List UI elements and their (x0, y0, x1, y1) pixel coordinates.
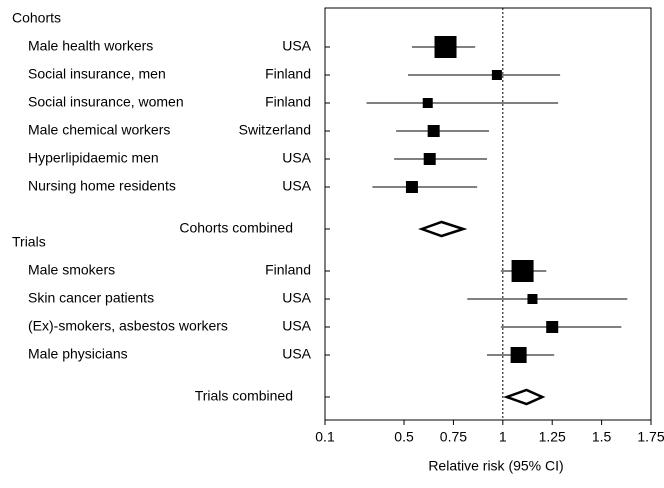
x-tick-label: 1.25 (539, 429, 566, 445)
group-heading: Trials (12, 234, 46, 250)
study-country: USA (282, 150, 311, 166)
estimate-square (511, 260, 534, 282)
study-country: USA (282, 178, 311, 194)
estimate-square (422, 98, 433, 108)
x-tick-label: 0.1 (315, 429, 335, 445)
combined-diamond (418, 220, 468, 238)
combined-label: Cohorts combined (179, 220, 293, 236)
study-name: Male health workers (28, 38, 153, 54)
study-name: Male physicians (28, 346, 128, 362)
study-country: Switzerland (239, 122, 311, 138)
study-name: Male smokers (28, 262, 115, 278)
study-country: Finland (265, 262, 311, 278)
group-heading: Cohorts (12, 10, 61, 26)
estimate-square (491, 70, 502, 80)
study-country: USA (282, 346, 311, 362)
study-name: Social insurance, women (28, 94, 184, 110)
x-tick-label: 0.5 (394, 429, 414, 445)
estimate-square (423, 153, 436, 165)
study-name: Social insurance, men (28, 66, 166, 82)
study-name: Male chemical workers (28, 122, 170, 138)
estimate-square (546, 321, 559, 333)
study-country: Finland (265, 94, 311, 110)
study-country: USA (282, 290, 311, 306)
study-name: Hyperlipidaemic men (28, 150, 159, 166)
study-country: Finland (265, 66, 311, 82)
combined-diamond (503, 388, 546, 406)
plot-frame (324, 7, 652, 421)
study-country: USA (282, 318, 311, 334)
x-tick-label: 0.75 (440, 429, 467, 445)
study-name: Skin cancer patients (28, 290, 154, 306)
estimate-square (427, 125, 440, 137)
x-axis-label: Relative risk (95% CI) (428, 458, 563, 474)
study-country: USA (282, 38, 311, 54)
estimate-square (405, 181, 418, 193)
study-name: Nursing home residents (28, 178, 176, 194)
estimate-square (510, 347, 527, 363)
estimate-square (434, 36, 457, 58)
combined-label: Trials combined (195, 388, 293, 404)
study-name: (Ex)-smokers, asbestos workers (28, 318, 228, 334)
estimate-square (527, 294, 538, 304)
x-tick-label: 1 (499, 429, 507, 445)
x-tick-label: 1.75 (637, 429, 664, 445)
x-tick-label: 1.5 (592, 429, 612, 445)
